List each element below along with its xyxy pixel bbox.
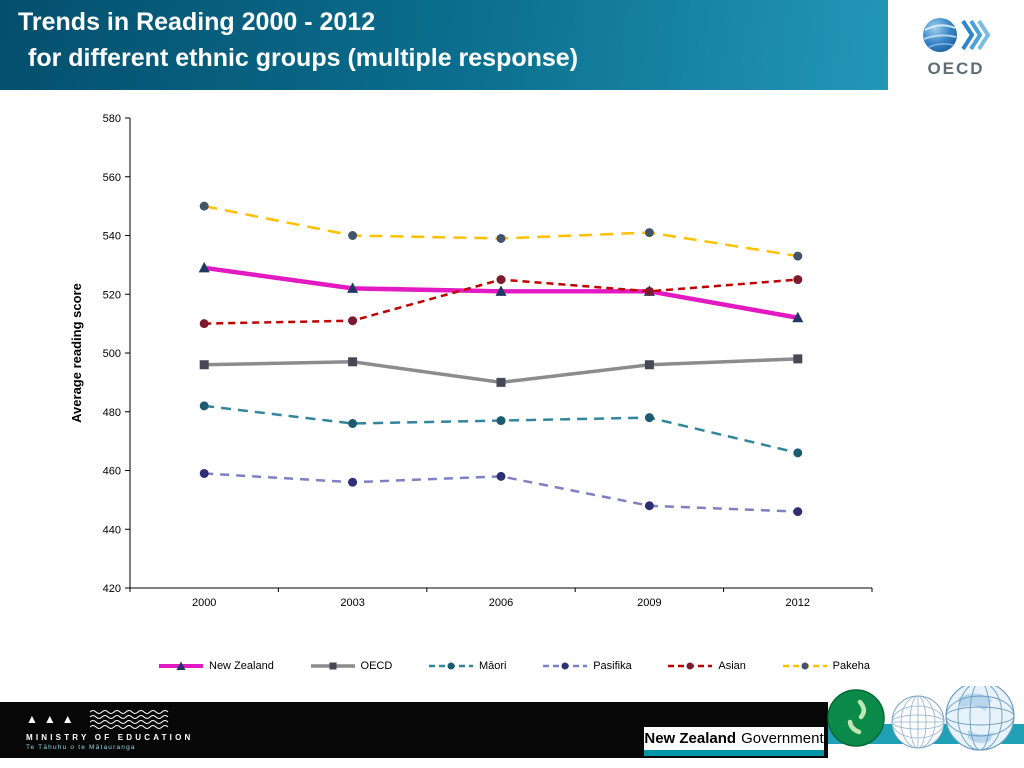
slide-title-line2: for different ethnic groups (multiple re… [28,44,579,72]
marker-pasifika [644,501,654,511]
footer-bar: ▲▲▲ MINISTRY OF EDUCATION Te Tāhuhu o te… [0,702,828,758]
y-axis-label: Average reading score [69,283,84,423]
marker-asian [644,286,654,296]
globes-icon [827,681,1024,751]
legend-label-m-ori: Māori [478,660,507,672]
marker-asian [348,316,358,326]
marker-oecd [496,377,506,387]
marker-pakeha [496,233,506,243]
series-line-pasifika [204,472,798,513]
marker-m-ori [793,448,803,458]
ministry-of-education-logo: ▲▲▲ MINISTRY OF EDUCATION Te Tāhuhu o te… [26,708,194,751]
legend-label-pakeha: Pakeha [832,660,870,672]
y-tick-label: 480 [103,407,121,419]
x-tick-label: 2009 [637,597,661,609]
marker-oecd [644,360,654,370]
nz-government-wordmark-regular: Government [741,730,824,747]
legend-sample-asian [668,662,713,670]
marker-pasifika [496,471,506,481]
y-tick-label: 540 [103,231,121,243]
y-tick-label: 500 [103,348,121,360]
nz-government-teal-bar [644,750,824,756]
y-tick-label: 580 [103,113,121,125]
marker-pakeha [793,251,803,261]
footer-globes [822,681,1024,766]
marker-oecd [199,360,209,370]
marker-new-zealand [347,282,359,293]
x-tick-label: 2003 [340,597,364,609]
y-tick-label: 420 [103,583,121,595]
legend-label-oecd: OECD [360,660,393,672]
moe-waves-icon [89,710,168,729]
legend-sample-m-ori [428,662,473,670]
series-line-m-ori [204,404,799,455]
slide-header: Trends in Reading 2000 - 2012 for differ… [0,0,1024,90]
legend-sample-pasifika [543,662,588,670]
marker-pasifika [199,468,209,478]
marker-pasifika [793,507,803,517]
marker-new-zealand [792,311,804,323]
nz-government-logo: New Zealand Government [644,727,824,756]
oecd-logo: OECD [888,0,1024,90]
marker-oecd [348,357,358,367]
legend-item-new-zealand: New Zealand [158,659,274,673]
y-tick-label: 460 [103,466,121,478]
marker-asian [496,275,506,285]
legend-label-asian: Asian [718,660,746,672]
marker-new-zealand [495,285,507,296]
x-tick-label: 2000 [192,597,216,609]
marker-pakeha [199,201,209,211]
legend-item-pakeha: Pakeha [782,659,870,673]
legend-label-new-zealand: New Zealand [209,660,274,672]
slide-title-line1: Trends in Reading 2000 - 2012 [18,8,376,36]
marker-pasifika [348,477,358,487]
marker-oecd [793,354,803,364]
marker-new-zealand [198,261,210,273]
y-tick-label: 560 [103,172,121,184]
marker-m-ori [496,416,506,426]
ministry-subtitle: Te Tāhuhu o te Mātauranga [26,744,136,751]
marker-m-ori [199,401,209,411]
oecd-logo-text: OECD [927,58,985,78]
x-tick-label: 2012 [786,597,810,609]
y-tick-label: 520 [103,289,121,301]
oecd-globe-icon [923,17,991,52]
slide-footer: ▲▲▲ MINISTRY OF EDUCATION Te Tāhuhu o te… [0,681,1024,768]
legend-item-oecd: OECD [310,659,393,673]
marker-asian [793,275,803,285]
moe-triangles-icon: ▲▲▲ [26,712,80,726]
legend-sample-new-zealand [159,661,203,670]
nz-government-wordmark-bold: New Zealand [644,730,737,747]
series-line-pakeha [203,204,798,258]
legend-item-m-ori: Māori [428,659,507,673]
marker-pakeha [644,228,654,238]
marker-m-ori [348,419,358,428]
ministry-name: MINISTRY OF EDUCATION [26,733,194,742]
marker-asian [199,319,209,329]
marker-m-ori [644,413,654,423]
header-bar [0,0,1024,90]
reading-trends-chart: 420 440 460 480 500 520 540 560 580 2000 2003 2006 2… [103,113,873,609]
x-tick-label: 2006 [489,597,513,609]
marker-pakeha [348,231,358,240]
legend-sample-oecd [310,662,355,670]
legend-label-pasifika: Pasifika [593,660,632,672]
chart-legend: New Zealand OECD Māori Pasifika Asian Pakeha [158,659,870,673]
y-tick-label: 440 [103,524,121,536]
legend-item-asian: Asian [667,659,746,673]
legend-sample-pakeha [782,662,827,670]
legend-item-pasifika: Pasifika [542,659,632,673]
